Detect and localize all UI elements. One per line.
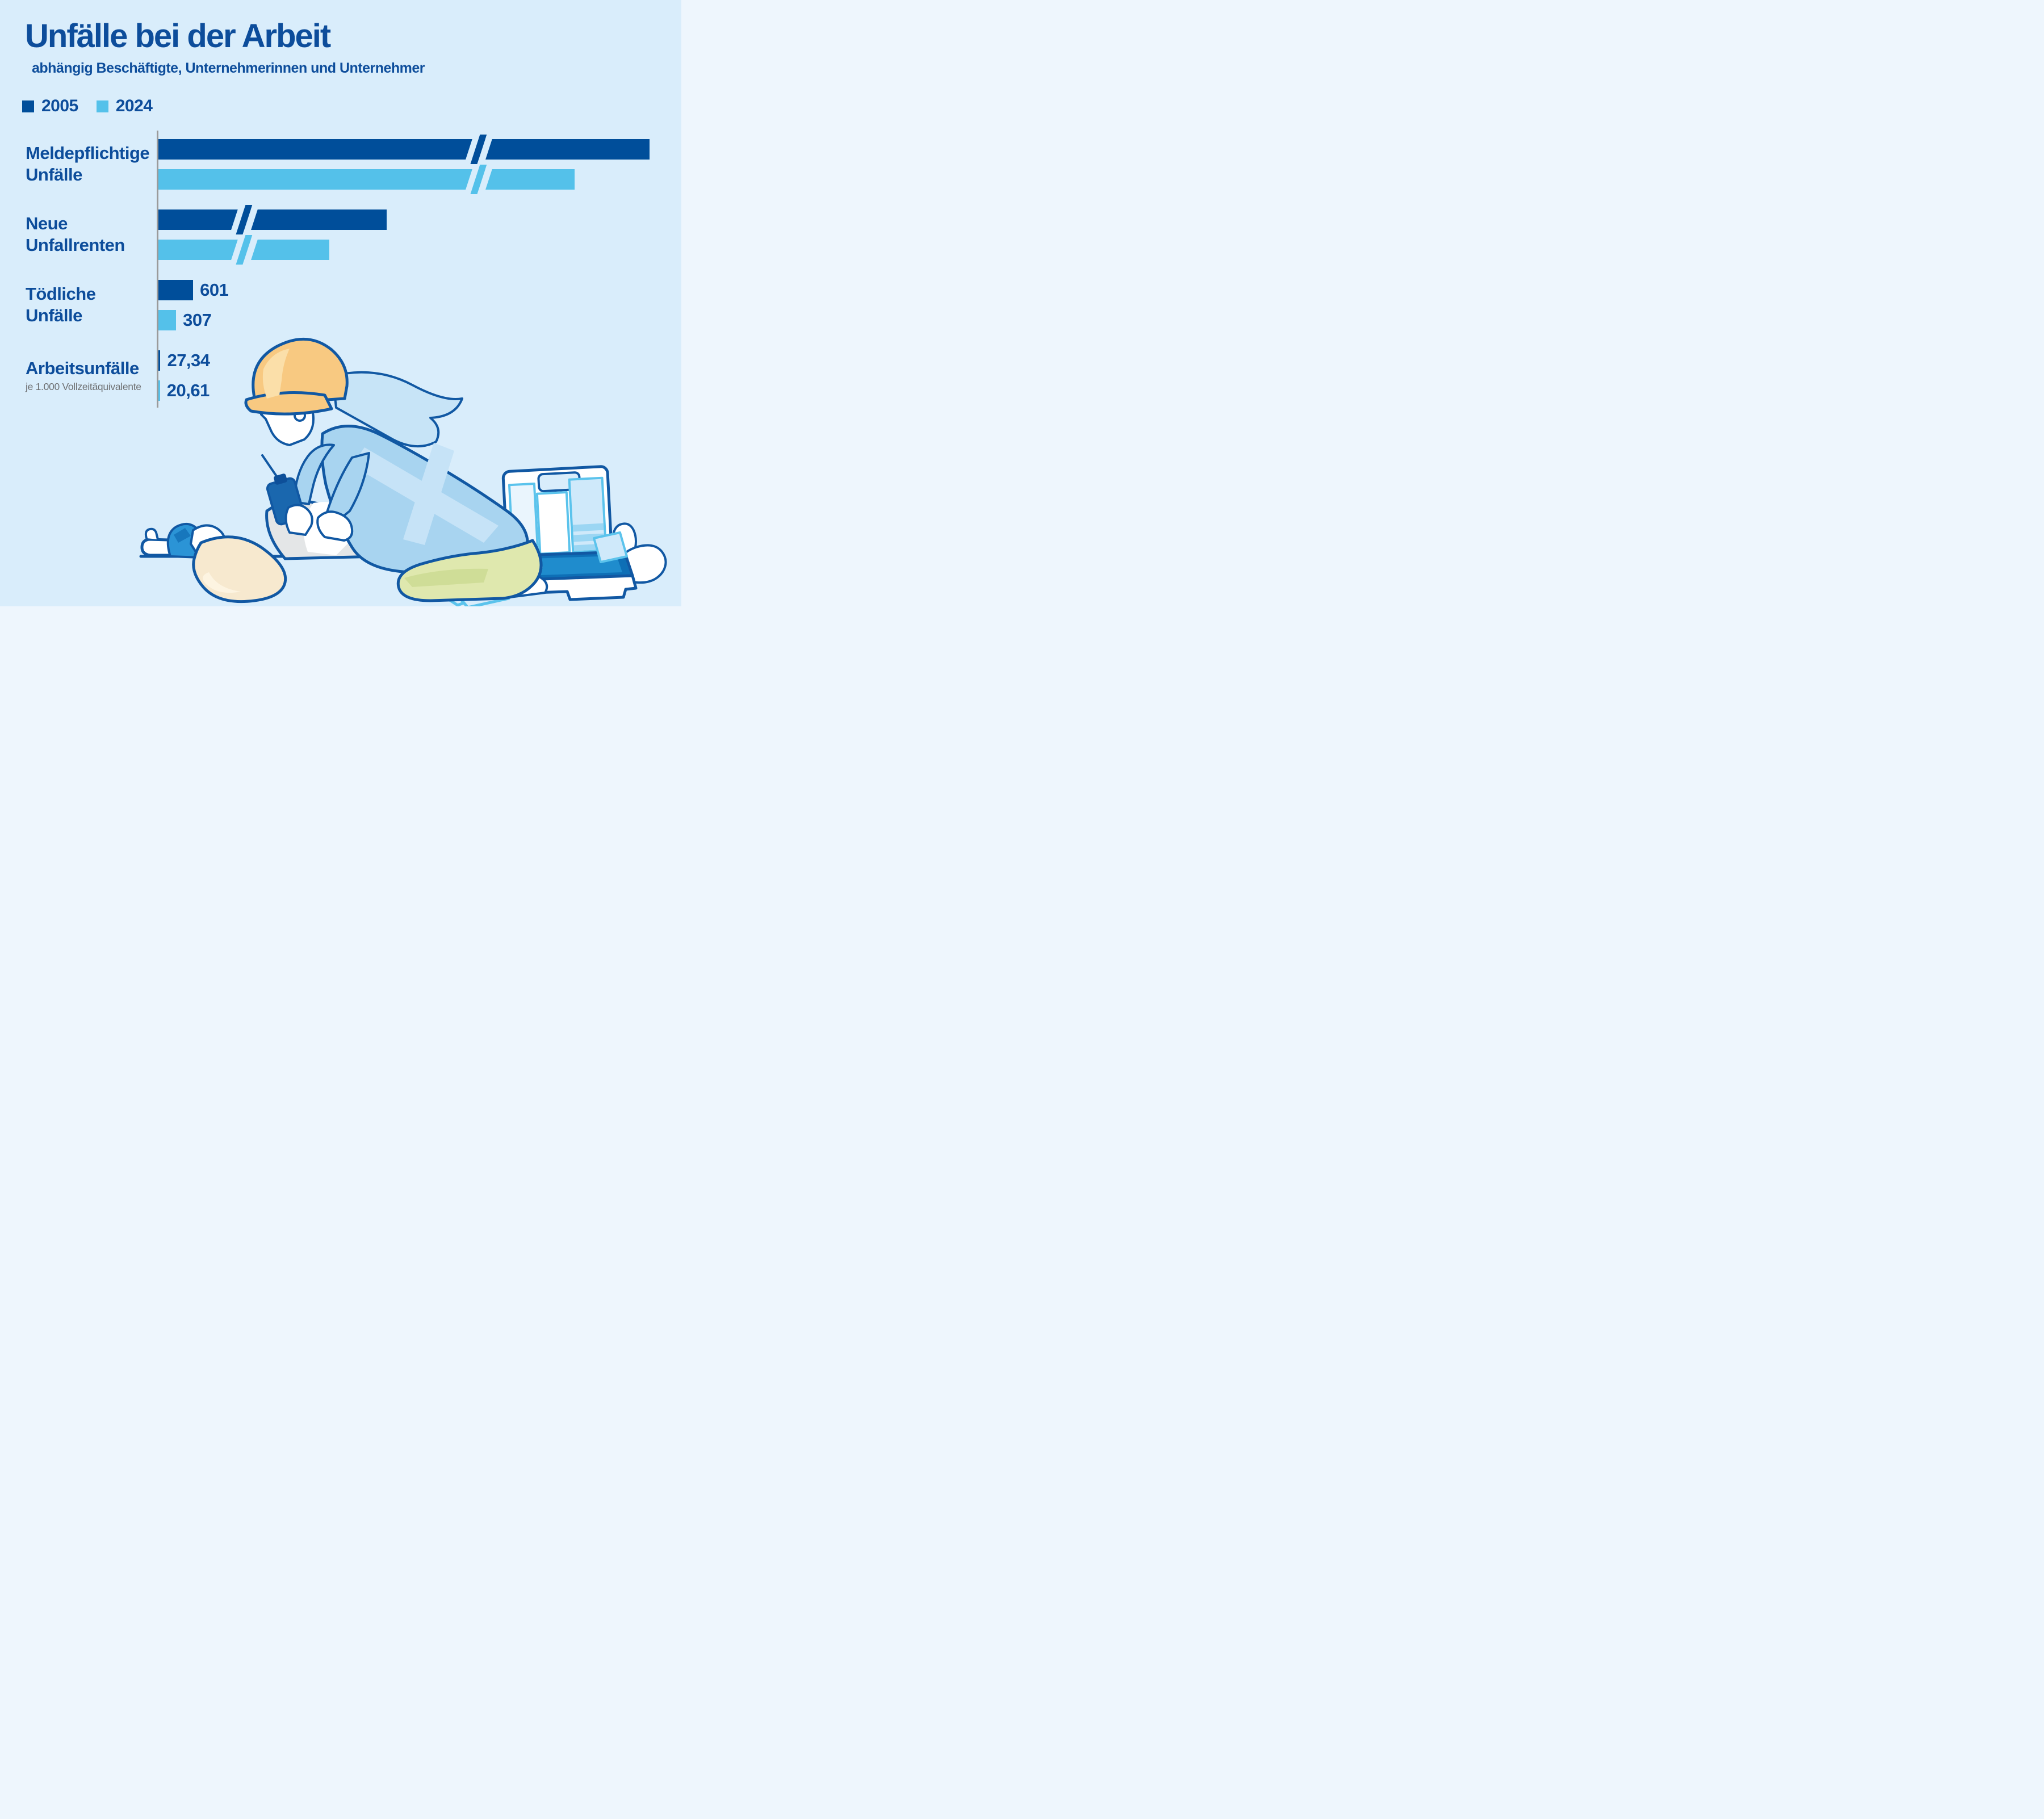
page-subtitle: abhängig Beschäftigte, Unternehmerinnen …	[32, 60, 425, 76]
value-label-2005-toedliche-unfaelle: 601	[200, 280, 229, 300]
legend-swatch-2005	[22, 100, 34, 112]
legend-item-2005: 2005	[22, 97, 78, 116]
bar-2024-toedliche-unfaelle	[158, 310, 177, 330]
bar-2005-arbeitsunfaelle	[158, 350, 161, 371]
legend: 2005 2024	[22, 97, 153, 116]
page-title: Unfälle bei der Arbeit	[25, 18, 331, 55]
axis-break-mark	[229, 235, 259, 265]
legend-item-2024: 2024	[96, 97, 153, 116]
legend-swatch-2024	[96, 100, 108, 112]
category-label-toedliche-unfaelle: Tödliche Unfälle	[26, 284, 96, 326]
value-label-2005-arbeitsunfaelle: 27,34	[167, 350, 210, 370]
value-label-2024-arbeitsunfaelle: 20,61	[166, 380, 210, 400]
legend-label-2005: 2005	[41, 97, 78, 115]
category-label-meldepflichtige-unfaelle: Meldepflichtige Unfälle	[26, 143, 150, 185]
axis-break-mark	[464, 135, 494, 164]
legend-label-2024: 2024	[115, 97, 153, 115]
bar-2024-meldepflichtige-unfaelle	[158, 169, 575, 190]
value-label-2024-toedliche-unfaelle: 307	[183, 310, 212, 330]
bar-chart: Meldepflichtige Unfälle Neue Unfallrenten Tö…	[0, 0, 681, 606]
bar-2024-arbeitsunfaelle	[158, 380, 160, 401]
bar-2005-meldepflichtige-unfaelle	[158, 139, 650, 160]
axis-break-mark	[464, 165, 494, 194]
infographic: Unfälle bei der Arbeit abhängig Beschäft…	[0, 0, 681, 606]
category-sub-label: je 1.000 Vollzeitäquivalente	[26, 381, 141, 393]
axis-break-mark	[229, 205, 259, 234]
axis-line	[156, 131, 158, 408]
bar-2005-toedliche-unfaelle	[158, 280, 194, 300]
bar-2005-neue-unfallrenten	[158, 209, 387, 230]
category-label-arbeitsunfaelle: Arbeitsunfälle je 1.000 Vollzeitäquivalen…	[26, 358, 141, 393]
category-label-neue-unfallrenten: Neue Unfallrenten	[26, 213, 125, 255]
